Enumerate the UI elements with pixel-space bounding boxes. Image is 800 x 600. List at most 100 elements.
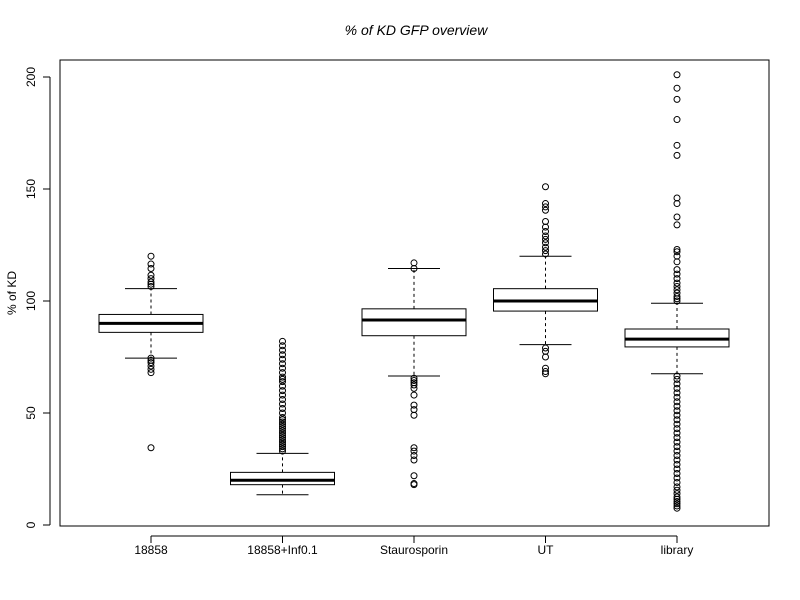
y-axis-label: % of KD [5,271,19,315]
outlier-point [279,355,286,363]
outlier-point [673,141,681,149]
outlier-point [410,379,418,387]
outlier-point [673,398,681,406]
y-tick-label: 100 [24,291,38,311]
outlier-point [410,472,418,480]
outlier-point [279,364,286,372]
x-tick-label: 18858+Inf0.1 [247,543,318,557]
box-group [98,252,204,452]
outlier-point [410,447,418,455]
outlier-point [410,444,418,452]
outlier-point [279,387,286,395]
outlier-point [673,420,681,428]
outlier-point [673,389,681,397]
outlier-point [542,239,549,247]
outlier-point [673,275,681,283]
outlier-point [673,116,681,124]
outlier-point [279,438,286,446]
outlier-point [673,483,681,491]
outlier-point [279,434,286,442]
outlier-point [673,478,681,486]
outlier-point [542,203,549,211]
x-axis: 18858 18858+Inf0.1 Staurosporin UT library [134,535,693,557]
outlier-point [147,369,155,377]
outlier-point [279,422,286,430]
outlier-point [673,452,681,460]
outlier-point [279,418,286,426]
outlier-point [410,456,418,464]
box-group [493,183,598,378]
outlier-point [279,409,286,417]
outlier-point [542,217,549,225]
outlier-point [673,380,681,388]
boxplot-series [98,71,730,512]
outlier-point [147,278,155,286]
outlier-point [279,405,286,413]
outlier-point [410,259,418,267]
outlier-point [147,356,155,364]
outlier-point [673,486,681,494]
outlier-point [673,411,681,419]
outlier-point [542,232,549,240]
outlier-point [673,502,681,510]
box-group [230,337,335,496]
outlier-point [279,400,286,408]
y-tick-label: 200 [24,67,38,87]
outlier-point [542,368,549,376]
outlier-point [147,365,155,373]
outlier-point [673,447,681,455]
outlier-point [279,427,286,435]
outlier-point [279,337,286,345]
outlier-point [673,438,681,446]
outlier-point [673,407,681,415]
outlier-point [673,504,681,512]
outlier-point [673,286,681,294]
outlier-point [410,381,418,389]
outlier-point [279,445,286,453]
x-tick-label: UT [538,543,555,557]
outlier-point [279,360,286,368]
outlier-point [673,282,681,290]
outlier-point [147,265,155,273]
outlier-point [147,271,155,279]
outlier-point [542,247,549,255]
outlier-point [542,235,549,243]
outlier-point [673,293,681,301]
outlier-point [673,266,681,274]
outlier-point [673,425,681,433]
outlier-point [673,213,681,221]
box [361,308,467,337]
y-tick-label: 0 [24,521,38,528]
outlier-point [410,406,418,414]
outlier-point [673,500,681,508]
outlier-point [279,351,286,359]
outlier-point [673,95,681,103]
outlier-point [279,425,286,433]
outlier-point [279,420,286,428]
y-axis: 0 50 100 150 200 [24,67,51,528]
outlier-point [279,375,286,383]
plot-frame [59,59,770,527]
outlier-point [542,347,549,355]
outlier-point [673,375,681,383]
outlier-point [673,248,681,256]
y-tick-label: 50 [24,406,38,420]
outlier-point [279,373,286,381]
outlier-point [542,183,549,191]
outlier-point [542,364,549,372]
outlier-point [279,443,286,451]
outlier-point [279,429,286,437]
outlier-point [673,194,681,202]
box-group [624,71,730,512]
box-group [361,259,467,489]
outlier-point [673,372,681,380]
outlier-point [279,391,286,399]
outlier-point [147,354,155,362]
outlier-point [673,469,681,477]
outlier-point [279,447,286,455]
outlier-point [673,384,681,392]
outlier-point [279,378,286,386]
outlier-point [147,252,155,260]
outlier-point [279,382,286,390]
